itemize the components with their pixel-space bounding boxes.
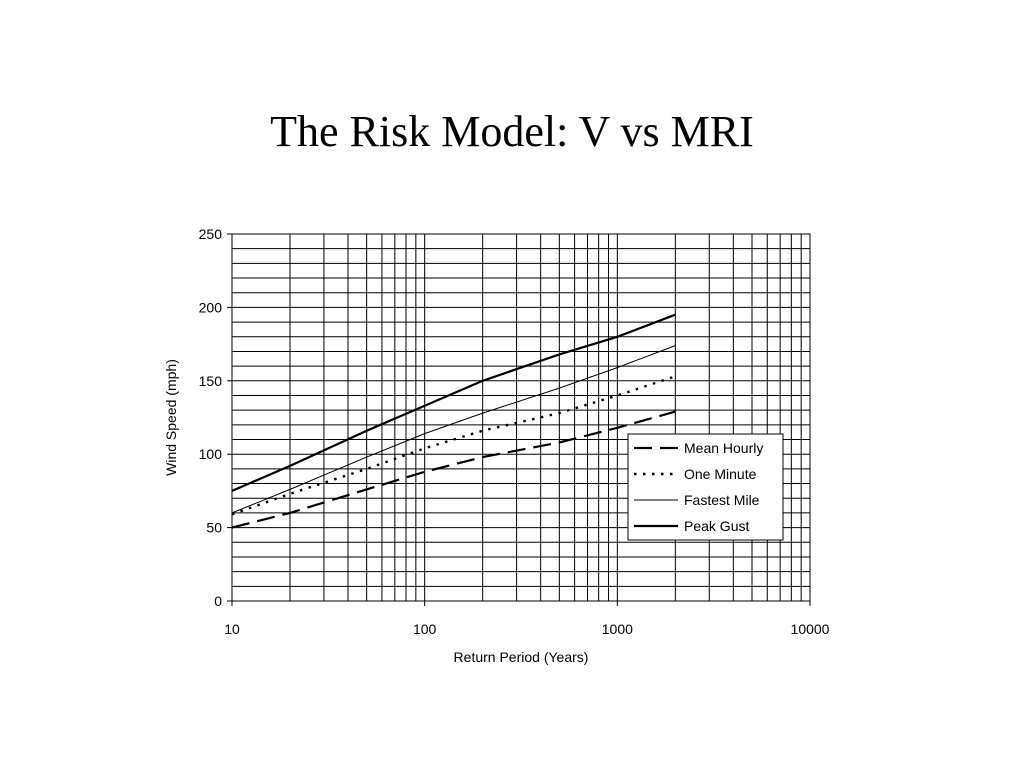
legend-label: Peak Gust xyxy=(684,518,749,534)
axis-ticks: 0 50 100 150 200 250 10 100 1000 10000 xyxy=(199,226,830,637)
plot-grid xyxy=(232,234,810,601)
legend-box xyxy=(627,433,784,541)
legend-label: Fastest Mile xyxy=(684,492,760,508)
y-tick-label: 100 xyxy=(199,446,223,462)
y-tick-label: 200 xyxy=(199,299,223,315)
slide-title: The Risk Model: V vs MRI xyxy=(270,107,754,156)
y-tick-label: 250 xyxy=(199,226,223,242)
y-tick-label: 50 xyxy=(206,520,222,536)
series-line-fastest-mile xyxy=(231,345,676,514)
y-tick-label: 0 xyxy=(214,593,222,609)
series-line-peak-gust xyxy=(231,313,676,492)
series-layer xyxy=(231,313,676,529)
legend-label: Mean Hourly xyxy=(684,440,763,456)
legend-label: One Minute xyxy=(684,466,757,482)
y-tick-label: 150 xyxy=(199,373,223,389)
chart-legend: Mean Hourly One Minute Fastest Mile Peak Gu… xyxy=(627,433,784,541)
x-tick-label: 100 xyxy=(413,621,437,637)
series-line-one-minute xyxy=(231,375,676,516)
plot-frame xyxy=(231,233,811,602)
x-tick-label: 1000 xyxy=(602,621,633,637)
y-axis-label: Wind Speed (mph) xyxy=(163,359,179,476)
x-tick-label: 10 xyxy=(224,621,240,637)
x-tick-label: 10000 xyxy=(791,621,830,637)
x-axis-label: Return Period (Years) xyxy=(454,649,589,665)
